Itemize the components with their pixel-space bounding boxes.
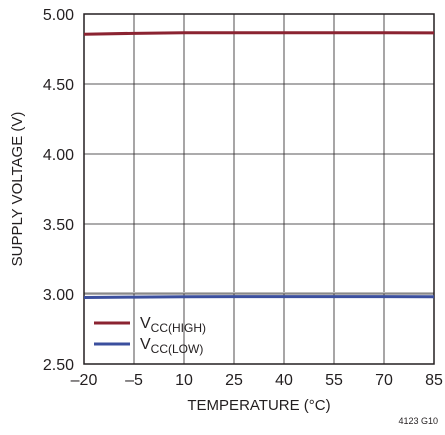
legend-label-vcc-low-sub: CC(LOW) [151,342,204,356]
legend: VCC(HIGH) VCC(LOW) [94,315,206,356]
x-tick-label: 70 [375,372,393,389]
y-tick-label: 5.00 [43,7,74,24]
x-tick-label: –20 [71,372,98,389]
legend-label-vcc-low-main: V [140,336,151,353]
grid [83,13,435,365]
y-tick-label: 4.00 [43,147,74,164]
x-tick-labels: –20 –5 10 25 40 55 70 85 [71,372,443,389]
series-line-vcc-low [83,295,435,299]
legend-label-vcc-low: VCC(LOW) [140,336,203,356]
x-axis-label: TEMPERATURE (°C) [187,397,330,414]
series-line-vcc-high [83,31,435,36]
legend-label-vcc-high-main: V [140,315,151,332]
y-tick-label: 4.50 [43,77,74,94]
y-tick-labels: 5.00 4.50 4.00 3.50 3.00 2.50 [43,7,74,374]
y-axis-label: SUPPLY VOLTAGE (V) [9,112,26,267]
legend-label-vcc-high-sub: CC(HIGH) [151,321,206,335]
x-tick-label: 55 [325,372,343,389]
y-tick-label: 3.00 [43,287,74,304]
x-tick-label: –5 [125,372,143,389]
legend-label-vcc-high: VCC(HIGH) [140,315,206,335]
x-tick-label: 40 [275,372,293,389]
plot-frame [83,13,435,365]
figure-id: 4123 G10 [398,416,438,426]
x-tick-label: 10 [175,372,193,389]
y-tick-label: 3.50 [43,217,74,234]
x-tick-label: 25 [225,372,243,389]
y-tick-label: 2.50 [43,357,74,374]
x-tick-label: 85 [425,372,443,389]
series-group [83,31,435,299]
